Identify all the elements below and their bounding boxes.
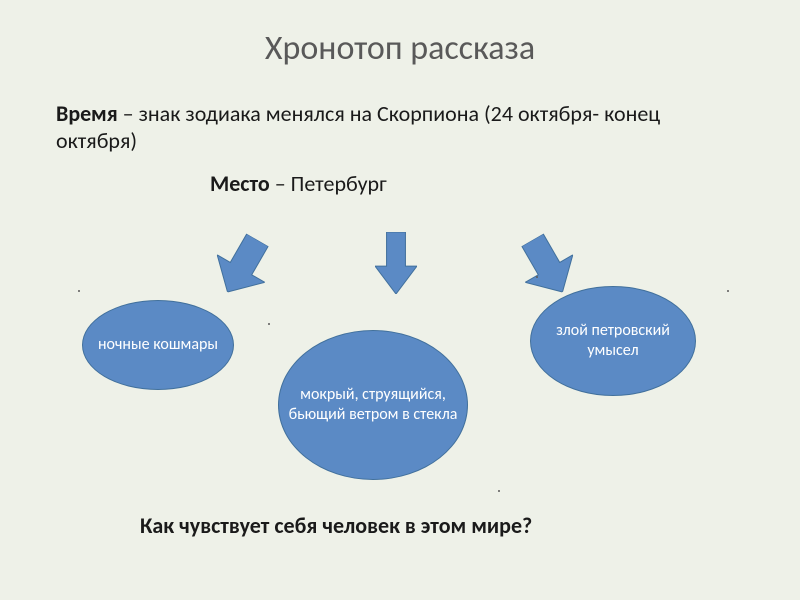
slide-bg — [0, 0, 800, 600]
dot — [498, 490, 500, 492]
dot — [268, 323, 270, 325]
ellipse-wet: мокрый, струящийся, бьющий ветром в стек… — [278, 330, 468, 480]
dot — [78, 290, 80, 292]
ellipse-nightmares: ночные кошмары — [82, 300, 234, 390]
place-label: Место — [210, 170, 270, 197]
ellipse-petrovsky: злой петровский умысел — [530, 286, 696, 396]
ellipse-label: злой петровский умысел — [537, 321, 689, 361]
dot — [536, 276, 538, 278]
arrow-center — [375, 232, 417, 294]
time-line: Время – знак зодиака менялся на Скорпион… — [56, 100, 736, 154]
dot — [727, 290, 729, 292]
ellipse-label: ночные кошмары — [98, 335, 218, 355]
place-line: Место – Петербург — [210, 170, 387, 197]
time-rest: – знак зодиака менялся на Скорпиона (24 … — [56, 100, 660, 154]
slide-title: Хронотоп рассказа — [0, 28, 800, 69]
place-rest: – Петербург — [270, 170, 387, 197]
time-label: Время — [56, 100, 118, 127]
ellipse-label: мокрый, струящийся, бьющий ветром в стек… — [285, 385, 461, 425]
question-text: Как чувствует себя человек в этом мире? — [140, 512, 700, 539]
